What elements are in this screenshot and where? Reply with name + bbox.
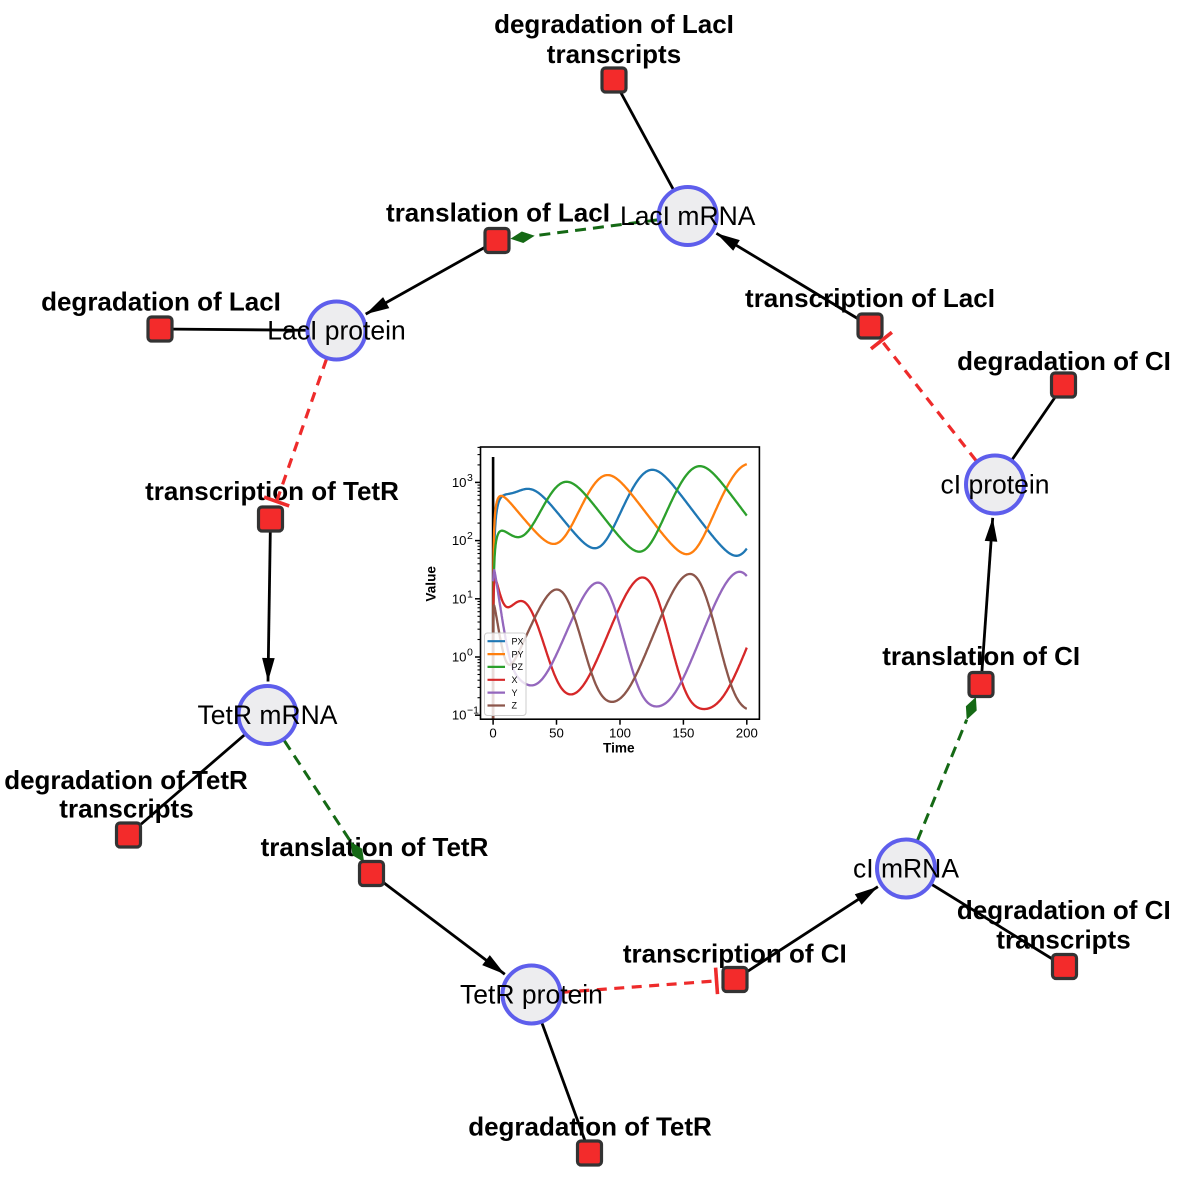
svg-text:200: 200 (736, 726, 758, 741)
svg-text:transcription of CI: transcription of CI (623, 939, 847, 969)
svg-text:degradation of LacI: degradation of LacI (41, 287, 281, 317)
svg-text:2: 2 (467, 530, 473, 542)
svg-text:transcription of LacI: transcription of LacI (745, 283, 995, 313)
svg-text:PX: PX (512, 636, 524, 646)
svg-text:10: 10 (452, 708, 467, 723)
svg-text:10: 10 (452, 591, 467, 606)
svg-text:10: 10 (452, 475, 467, 490)
svg-text:Y: Y (512, 688, 518, 698)
svg-text:TetR protein: TetR protein (460, 980, 603, 1010)
svg-text:Value: Value (424, 566, 439, 602)
svg-text:transcripts: transcripts (996, 925, 1130, 955)
svg-text:0: 0 (467, 647, 473, 659)
svg-text:−1: −1 (467, 705, 479, 717)
svg-text:LacI protein: LacI protein (267, 316, 405, 346)
svg-text:degradation of CI: degradation of CI (957, 895, 1171, 925)
svg-text:Z: Z (512, 701, 518, 711)
svg-text:TetR mRNA: TetR mRNA (198, 700, 338, 730)
svg-text:50: 50 (549, 726, 564, 741)
svg-text:cI mRNA: cI mRNA (853, 854, 959, 884)
svg-text:0: 0 (489, 726, 496, 741)
svg-text:X: X (512, 675, 518, 685)
svg-text:degradation of TetR: degradation of TetR (4, 765, 248, 795)
svg-text:Time: Time (603, 741, 635, 756)
svg-text:100: 100 (609, 726, 631, 741)
svg-text:150: 150 (672, 726, 694, 741)
svg-text:degradation of LacI: degradation of LacI (494, 9, 734, 39)
svg-text:LacI mRNA: LacI mRNA (620, 201, 756, 231)
svg-text:3: 3 (467, 472, 473, 484)
svg-text:degradation of CI: degradation of CI (957, 346, 1171, 376)
svg-text:PZ: PZ (512, 662, 524, 672)
svg-text:translation of LacI: translation of LacI (386, 198, 610, 228)
svg-text:transcripts: transcripts (547, 39, 681, 69)
svg-text:translation of TetR: translation of TetR (261, 832, 489, 862)
svg-text:1: 1 (467, 588, 473, 600)
svg-text:10: 10 (452, 650, 467, 665)
svg-text:10: 10 (452, 533, 467, 548)
svg-text:PY: PY (512, 649, 524, 659)
svg-text:transcripts: transcripts (59, 794, 193, 824)
svg-text:cI protein: cI protein (940, 470, 1049, 500)
svg-text:degradation of TetR: degradation of TetR (468, 1112, 712, 1142)
